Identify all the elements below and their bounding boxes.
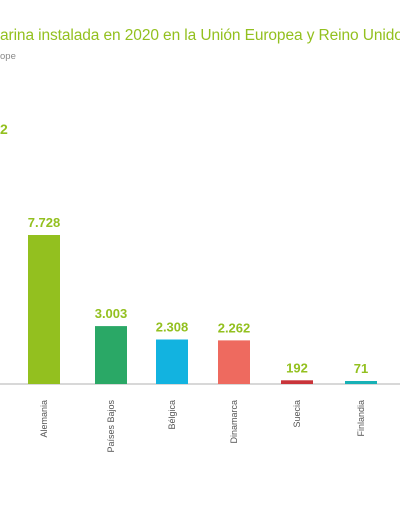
data-label: 3.003 [95,306,128,321]
x-tick-label: Suecia [292,400,302,428]
data-label: 71 [354,361,368,376]
data-label: 2.262 [218,320,251,335]
data-label: 192 [286,360,308,375]
bar-pa-ses-bajos [95,326,127,384]
x-tick-label: Alemania [39,400,49,438]
data-label: 2.308 [156,320,189,335]
data-label: 7.728 [28,215,61,230]
x-tick-label: Bélgica [167,400,177,430]
bar-b-lgica [156,339,188,384]
chart-corner-label: 2 [0,121,8,137]
chart-source: ope [0,51,16,62]
bar-dinamarca [218,340,250,384]
bar-suecia [281,380,313,384]
x-tick-label: Países Bajos [106,400,116,453]
x-tick-label: Dinamarca [229,400,239,444]
bar-alemania [28,235,60,384]
bar-finlandia [345,381,377,384]
x-tick-label: Finlandia [356,400,366,437]
chart-title: arina instalada en 2020 en la Unión Euro… [0,27,400,44]
